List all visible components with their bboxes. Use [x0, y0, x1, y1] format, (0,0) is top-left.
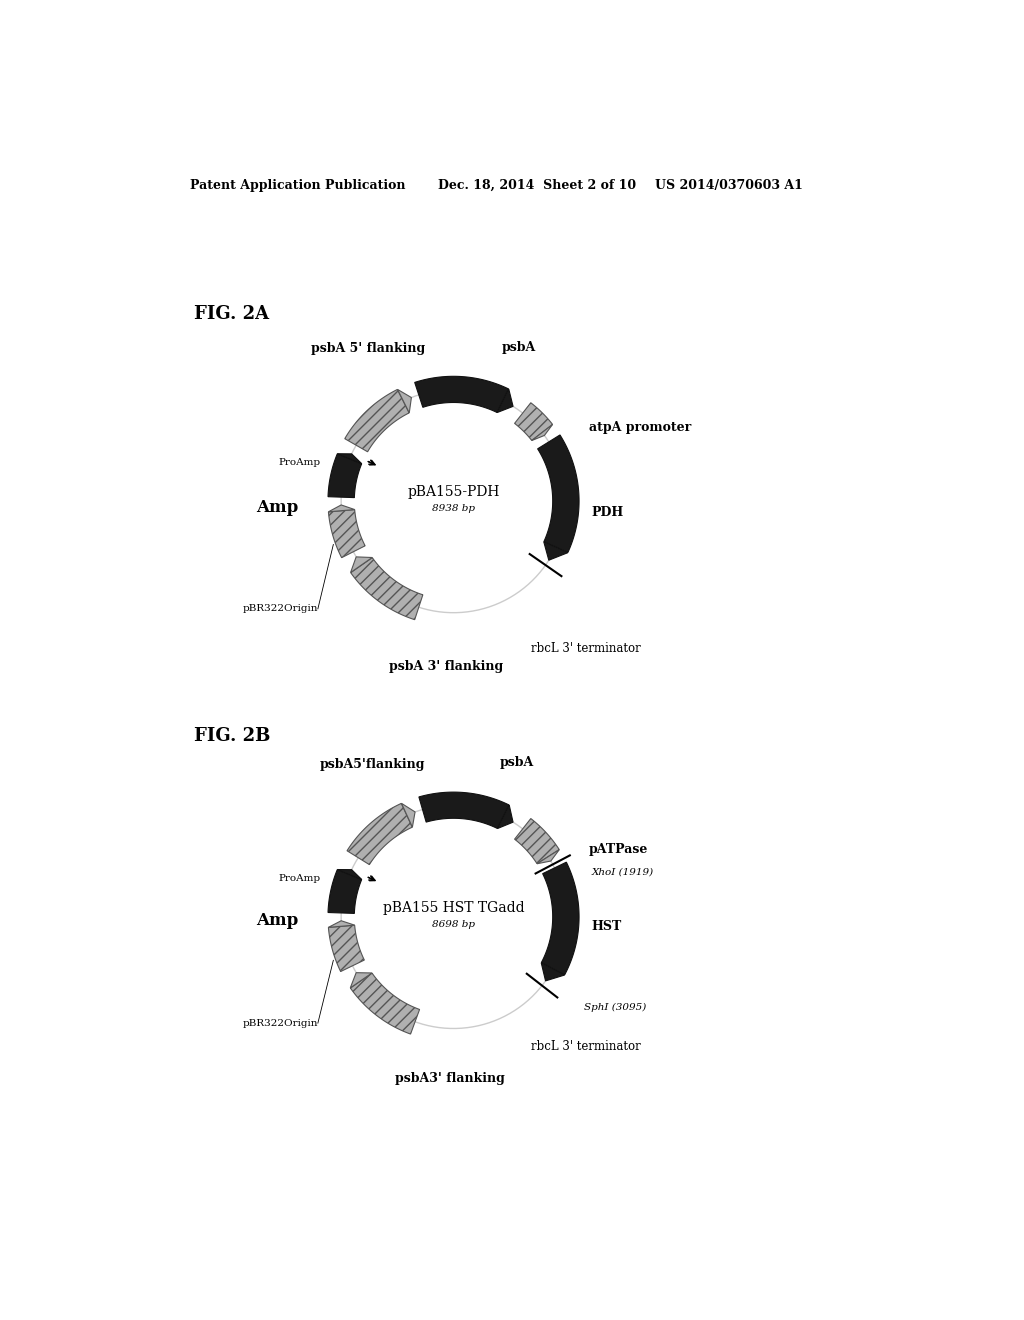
Text: rbcL 3' terminator: rbcL 3' terminator	[531, 1040, 641, 1053]
Text: Amp: Amp	[256, 912, 299, 929]
Polygon shape	[401, 804, 415, 828]
Text: Patent Application Publication: Patent Application Publication	[190, 178, 406, 191]
Text: psbA3' flanking: psbA3' flanking	[394, 1072, 505, 1085]
Text: US 2014/0370603 A1: US 2014/0370603 A1	[655, 178, 803, 191]
Text: rbcL 3' terminator: rbcL 3' terminator	[531, 643, 641, 656]
Polygon shape	[337, 870, 361, 879]
Polygon shape	[329, 510, 366, 557]
Polygon shape	[337, 454, 361, 463]
Text: Amp: Amp	[256, 499, 299, 516]
Text: ProAmp: ProAmp	[279, 458, 321, 467]
Polygon shape	[350, 973, 420, 1034]
Text: pBA155-PDH: pBA155-PDH	[408, 484, 500, 499]
Text: pBR322Origin: pBR322Origin	[243, 1019, 317, 1027]
Polygon shape	[328, 870, 361, 913]
Polygon shape	[531, 425, 553, 441]
Text: psbA5'flanking: psbA5'flanking	[319, 758, 425, 771]
Text: SphI (3095): SphI (3095)	[584, 1003, 646, 1012]
Polygon shape	[538, 436, 579, 552]
Polygon shape	[537, 850, 559, 863]
Polygon shape	[329, 925, 365, 972]
Polygon shape	[347, 804, 413, 865]
Text: 8698 bp: 8698 bp	[432, 920, 475, 929]
Text: XhoI (1919): XhoI (1919)	[592, 867, 653, 876]
Polygon shape	[329, 506, 354, 512]
Polygon shape	[419, 792, 509, 829]
Polygon shape	[397, 389, 412, 413]
Text: atpA promoter: atpA promoter	[589, 421, 691, 434]
Polygon shape	[542, 962, 564, 981]
Polygon shape	[350, 973, 372, 987]
Polygon shape	[515, 403, 553, 441]
Text: psbA 5' flanking: psbA 5' flanking	[311, 342, 425, 355]
Text: pBA155 HST TGadd: pBA155 HST TGadd	[383, 900, 524, 915]
Text: psbA: psbA	[500, 756, 535, 770]
Polygon shape	[328, 454, 361, 498]
Text: PDH: PDH	[592, 506, 624, 519]
Polygon shape	[544, 543, 567, 560]
Polygon shape	[515, 818, 559, 863]
Text: pBR322Origin: pBR322Origin	[243, 605, 317, 614]
Polygon shape	[542, 862, 579, 974]
Polygon shape	[345, 389, 410, 451]
Text: FIG. 2B: FIG. 2B	[194, 727, 270, 744]
Text: psbA: psbA	[502, 341, 536, 354]
Polygon shape	[498, 805, 513, 829]
Text: Dec. 18, 2014  Sheet 2 of 10: Dec. 18, 2014 Sheet 2 of 10	[438, 178, 636, 191]
Text: psbA 3' flanking: psbA 3' flanking	[389, 660, 503, 673]
Text: FIG. 2A: FIG. 2A	[194, 305, 269, 323]
Polygon shape	[415, 376, 509, 412]
Text: HST: HST	[592, 920, 622, 933]
Polygon shape	[498, 389, 513, 413]
Polygon shape	[329, 921, 354, 928]
Text: ProAmp: ProAmp	[279, 874, 321, 883]
Text: 8938 bp: 8938 bp	[432, 504, 475, 513]
Polygon shape	[350, 557, 372, 573]
Text: pATPase: pATPase	[589, 842, 648, 855]
Polygon shape	[351, 557, 423, 619]
